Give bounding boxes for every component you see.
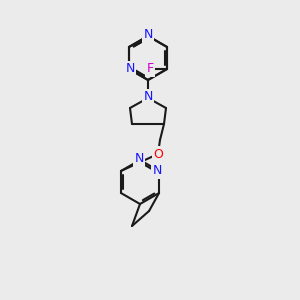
Text: N: N	[125, 62, 135, 76]
Text: N: N	[134, 152, 144, 166]
Text: F: F	[146, 62, 154, 76]
Text: N: N	[143, 91, 153, 103]
Text: N: N	[143, 28, 153, 41]
Text: N: N	[152, 164, 162, 178]
Text: O: O	[153, 148, 163, 160]
